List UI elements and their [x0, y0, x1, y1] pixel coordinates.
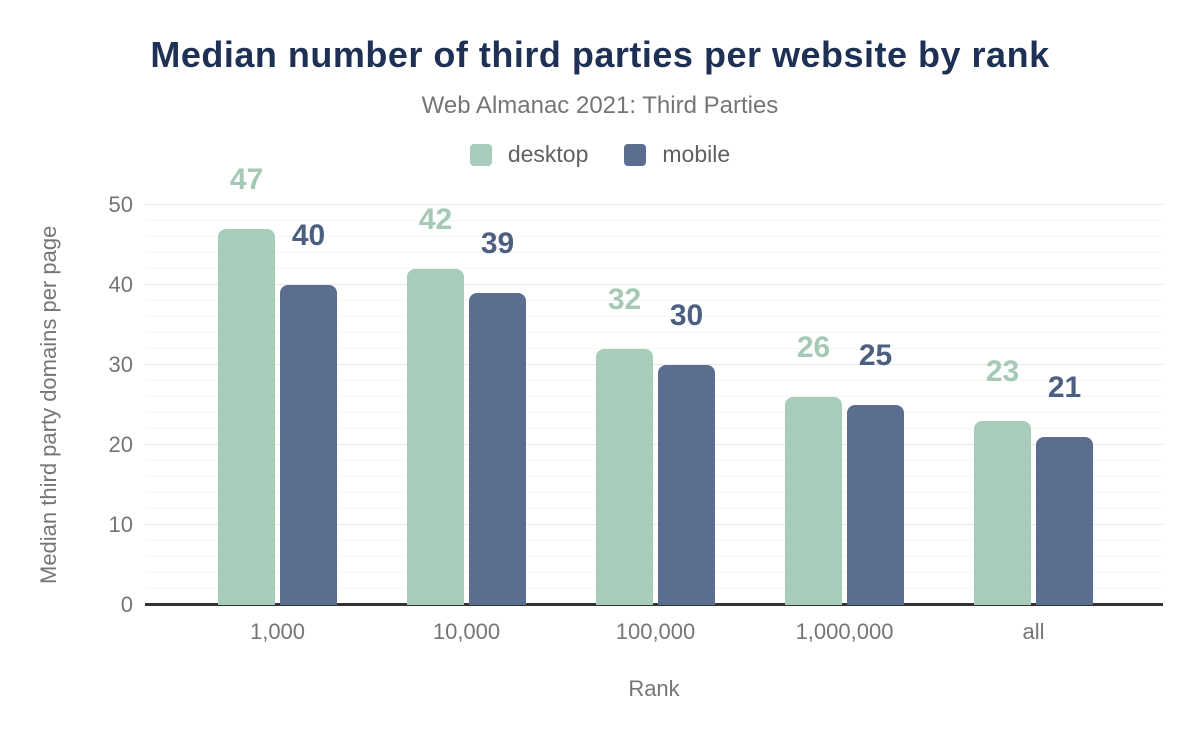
minor-gridline-38	[145, 300, 1163, 301]
bar-value-mobile-1000000: 25	[858, 339, 893, 372]
legend-label-mobile: mobile	[662, 141, 731, 167]
major-gridline-20	[145, 444, 1163, 445]
minor-gridline-4	[145, 572, 1163, 573]
bar-mobile-10000[interactable]	[469, 293, 526, 605]
minor-gridline-48	[145, 220, 1163, 221]
chart-title: Median number of third parties per websi…	[150, 34, 1050, 75]
major-gridline-30	[145, 364, 1163, 365]
x-tick-10000: 10,000	[432, 619, 501, 644]
y-tick-40: 40	[108, 272, 133, 297]
legend-swatch-desktop-icon	[469, 143, 492, 166]
bar-value-desktop-100000: 32	[607, 283, 642, 316]
x-axis-line	[145, 603, 1163, 606]
minor-gridline-36	[145, 316, 1163, 317]
minor-gridline-28	[145, 380, 1163, 381]
y-tick-10: 10	[108, 512, 133, 537]
minor-gridline-32	[145, 348, 1163, 349]
legend-swatch-mobile-icon	[624, 143, 647, 166]
x-tick-all: all	[1022, 619, 1045, 644]
bar-value-desktop-1000: 47	[229, 163, 264, 196]
x-axis-title: Rank	[628, 676, 680, 701]
y-tick-30: 30	[108, 352, 133, 377]
legend-label-desktop: desktop	[507, 141, 589, 167]
bar-value-mobile-all: 21	[1047, 371, 1082, 404]
minor-gridline-8	[145, 540, 1163, 541]
bar-mobile-1000[interactable]	[280, 285, 337, 605]
bar-mobile-all[interactable]	[1036, 437, 1093, 605]
minor-gridline-14	[145, 492, 1163, 493]
minor-gridline-42	[145, 268, 1163, 269]
minor-gridline-16	[145, 476, 1163, 477]
minor-gridline-6	[145, 556, 1163, 557]
major-gridline-40	[145, 284, 1163, 285]
minor-gridline-24	[145, 412, 1163, 413]
minor-gridline-22	[145, 428, 1163, 429]
minor-gridline-34	[145, 332, 1163, 333]
x-tick-1000000: 1,000,000	[795, 619, 894, 644]
y-tick-0: 0	[120, 592, 133, 617]
bar-desktop-10000[interactable]	[407, 269, 464, 605]
x-tick-100000: 100,000	[615, 619, 696, 644]
bar-desktop-100000[interactable]	[596, 349, 653, 605]
legend-item-desktop[interactable]: desktop	[469, 141, 589, 168]
bar-mobile-1000000[interactable]	[847, 405, 904, 605]
major-gridline-50	[145, 204, 1163, 205]
minor-gridline-2	[145, 588, 1163, 589]
minor-gridline-18	[145, 460, 1163, 461]
bar-value-mobile-1000: 40	[291, 219, 326, 252]
minor-gridline-44	[145, 252, 1163, 253]
x-tick-1000: 1,000	[249, 619, 306, 644]
minor-gridline-46	[145, 236, 1163, 237]
bar-value-desktop-all: 23	[985, 355, 1020, 388]
bar-desktop-all[interactable]	[974, 421, 1031, 605]
bar-value-desktop-10000: 42	[418, 203, 453, 236]
bar-value-mobile-100000: 30	[669, 299, 704, 332]
bar-desktop-1000[interactable]	[218, 229, 275, 605]
bar-mobile-100000[interactable]	[658, 365, 715, 605]
y-tick-50: 50	[108, 192, 133, 217]
y-axis-title: Median third party domains per page	[36, 225, 61, 585]
legend: desktop mobile	[0, 141, 1200, 168]
minor-gridline-12	[145, 508, 1163, 509]
bar-value-mobile-10000: 39	[480, 227, 515, 260]
minor-gridline-26	[145, 396, 1163, 397]
chart-subtitle: Web Almanac 2021: Third Parties	[421, 92, 779, 119]
bar-value-desktop-1000000: 26	[796, 331, 831, 364]
plot-area: 0 10 20 30 40 50 1,000 47 40 10,000 42 39 100,000 32 3…	[109, 165, 1163, 644]
y-tick-20: 20	[108, 432, 133, 457]
legend-item-mobile[interactable]: mobile	[624, 141, 730, 168]
bar-desktop-1000000[interactable]	[785, 397, 842, 605]
major-gridline-10	[145, 524, 1163, 525]
